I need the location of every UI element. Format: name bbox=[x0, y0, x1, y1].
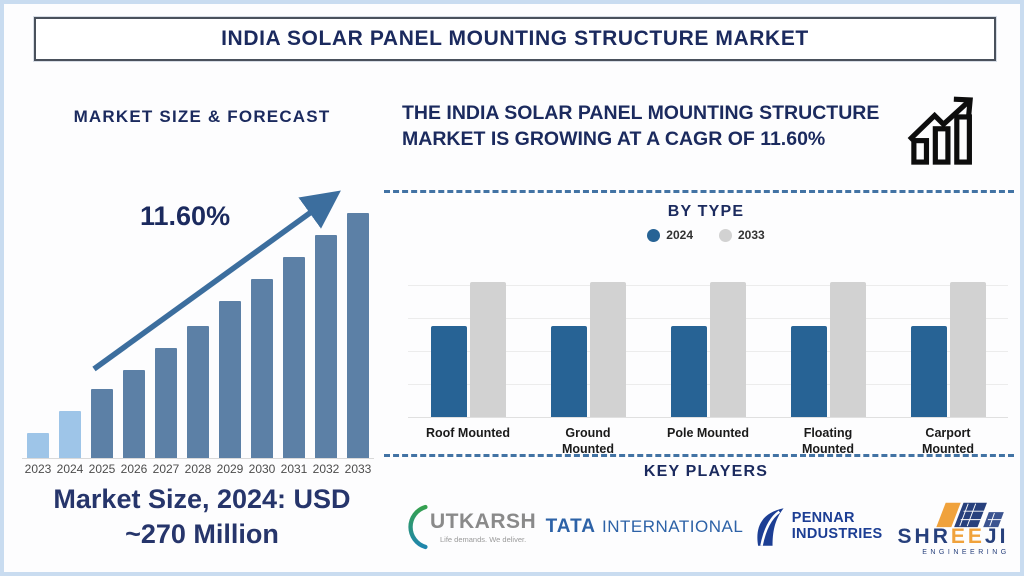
forecast-year-label: 2027 bbox=[152, 462, 180, 476]
pennar-name-line2: INDUSTRIES bbox=[791, 526, 883, 542]
market-size-caption: Market Size, 2024: USD ~270 Million bbox=[20, 482, 384, 552]
forecast-year-label: 2032 bbox=[312, 462, 340, 476]
forecast-bar-2023 bbox=[27, 433, 49, 458]
type-bar-2033-pole-mounted bbox=[709, 282, 746, 417]
market-size-caption-line1: Market Size, 2024: USD bbox=[53, 484, 351, 514]
forecast-chart: 2023 2024 2025 2026 2027 2028 2029 2030 2031 2032… bbox=[22, 189, 382, 481]
forecast-bar-col-2031 bbox=[278, 257, 310, 458]
type-group-pole-mounted bbox=[670, 282, 746, 417]
logo-pennar: PENNAR INDUSTRIES bbox=[753, 505, 883, 549]
shreeji-part1: SHR bbox=[897, 524, 951, 548]
type-bar-2024-roof-mounted bbox=[430, 326, 467, 417]
forecast-bar-2030 bbox=[251, 279, 273, 458]
market-size-caption-line2: ~270 Million bbox=[125, 519, 279, 550]
forecast-bar-col-2023 bbox=[22, 433, 54, 458]
type-bar-2024-carport-mounted bbox=[910, 326, 947, 417]
dashed-divider-top bbox=[384, 190, 1014, 193]
type-group-floating-mounted bbox=[790, 282, 866, 417]
type-label-floating-mounted: Floating Mounted bbox=[801, 426, 855, 457]
right-column: THE INDIA SOLAR PANEL MOUNTING STRUCTURE… bbox=[384, 4, 1016, 580]
type-bar-2033-carport-mounted bbox=[949, 282, 986, 417]
utkarsh-name: UTKARSH bbox=[430, 510, 537, 533]
forecast-bar-2024 bbox=[59, 411, 81, 458]
type-bar-2033-ground-mounted bbox=[589, 282, 626, 417]
type-label-pole-mounted: Pole Mounted bbox=[667, 426, 749, 440]
forecast-year-label: 2028 bbox=[184, 462, 212, 476]
shreeji-solar-panels-icon bbox=[936, 502, 1004, 527]
forecast-year-axis: 2023 2024 2025 2026 2027 2028 2029 2030 2031 2032… bbox=[22, 462, 374, 476]
forecast-bar-col-2028 bbox=[182, 326, 214, 458]
forecast-bar-col-2026 bbox=[118, 370, 150, 458]
utkarsh-tagline: Life demands. We deliver. bbox=[440, 535, 527, 544]
forecast-bar-col-2029 bbox=[214, 301, 246, 458]
dashed-divider-bottom bbox=[384, 454, 1014, 457]
forecast-year-label: 2024 bbox=[56, 462, 84, 476]
utkarsh-swoosh-icon bbox=[408, 504, 428, 550]
shreeji-part2: EE bbox=[950, 524, 985, 548]
type-chart bbox=[408, 255, 1008, 418]
key-players-logos: UTKARSH Life demands. We deliver. TATA I… bbox=[402, 487, 1014, 567]
tata-wordmark: TATA bbox=[545, 516, 597, 537]
forecast-bar-col-2030 bbox=[246, 279, 278, 458]
forecast-year-label: 2029 bbox=[216, 462, 244, 476]
forecast-bar-2033 bbox=[347, 213, 369, 458]
legend-item-2033: 2033 bbox=[719, 228, 765, 242]
forecast-bar-col-2033 bbox=[342, 213, 374, 458]
forecast-year-label: 2033 bbox=[344, 462, 372, 476]
type-bar-2033-floating-mounted bbox=[829, 282, 866, 417]
forecast-year-label: 2030 bbox=[248, 462, 276, 476]
type-legend: 2024 2033 bbox=[400, 228, 1012, 242]
forecast-bar-col-2025 bbox=[86, 389, 118, 458]
pennar-name-line1: PENNAR bbox=[791, 510, 855, 527]
type-category-labels: Roof Mounted Ground Mounted Pole Mounted Fl… bbox=[408, 425, 1008, 458]
forecast-bar-2031 bbox=[283, 257, 305, 458]
forecast-year-label: 2023 bbox=[24, 462, 52, 476]
forecast-bar-2029 bbox=[219, 301, 241, 458]
type-bar-2024-ground-mounted bbox=[550, 326, 587, 417]
type-bar-2024-floating-mounted bbox=[790, 326, 827, 417]
cagr-annotation: 11.60% bbox=[140, 201, 231, 231]
legend-item-2024: 2024 bbox=[647, 228, 693, 242]
type-group-roof-mounted bbox=[430, 282, 506, 417]
logo-shreeji: SHREEJI ENGINEERING bbox=[892, 499, 1014, 556]
forecast-bar-2027 bbox=[155, 348, 177, 458]
legend-label-2033: 2033 bbox=[738, 228, 765, 242]
title-banner: INDIA SOLAR PANEL MOUNTING STRUCTURE MAR… bbox=[34, 17, 996, 61]
forecast-year-label: 2031 bbox=[280, 462, 308, 476]
page-title: INDIA SOLAR PANEL MOUNTING STRUCTURE MAR… bbox=[221, 27, 809, 50]
key-players-title: KEY PLAYERS bbox=[643, 463, 769, 480]
forecast-bar-2025 bbox=[91, 389, 113, 458]
legend-dot-2024 bbox=[647, 228, 661, 242]
type-label-ground-mounted: Ground Mounted bbox=[561, 426, 615, 457]
shreeji-engineering-label: ENGINEERING bbox=[922, 548, 1010, 556]
legend-label-2024: 2024 bbox=[666, 228, 693, 242]
forecast-bar-col-2027 bbox=[150, 348, 182, 458]
logo-utkarsh: UTKARSH Life demands. We deliver. bbox=[402, 503, 536, 551]
type-group-ground-mounted bbox=[550, 282, 626, 417]
forecast-bar-2028 bbox=[187, 326, 209, 458]
legend-dot-2033 bbox=[719, 228, 732, 242]
forecast-year-label: 2026 bbox=[120, 462, 148, 476]
growth-chart-icon bbox=[907, 96, 973, 165]
type-label-carport-mounted: Carport Mounted bbox=[921, 426, 975, 457]
forecast-year-label: 2025 bbox=[88, 462, 116, 476]
pennar-sail-icon bbox=[757, 508, 784, 546]
shreeji-wordmark: SHREEJI bbox=[898, 525, 1009, 549]
type-bar-2033-roof-mounted bbox=[469, 282, 506, 417]
forecast-bar-col-2024 bbox=[54, 411, 86, 458]
tata-international-wordmark: INTERNATIONAL bbox=[602, 517, 744, 536]
forecast-bar-col-2032 bbox=[310, 235, 342, 458]
logo-tata-international: TATA INTERNATIONAL bbox=[546, 516, 744, 538]
forecast-heading: MARKET SIZE & FORECAST bbox=[73, 107, 331, 126]
forecast-bar-2026 bbox=[123, 370, 145, 458]
by-type-title: BY TYPE bbox=[667, 203, 745, 220]
forecast-bar-2032 bbox=[315, 235, 337, 458]
shreeji-part3: JI bbox=[984, 524, 1009, 548]
type-label-roof-mounted: Roof Mounted bbox=[425, 426, 510, 440]
type-bar-2024-pole-mounted bbox=[670, 326, 707, 417]
type-group-carport-mounted bbox=[910, 282, 986, 417]
cagr-headline: THE INDIA SOLAR PANEL MOUNTING STRUCTURE… bbox=[402, 102, 880, 151]
